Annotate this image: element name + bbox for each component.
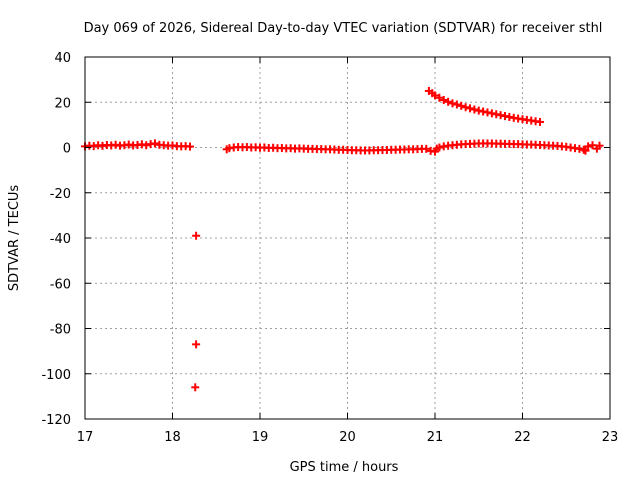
x-tick-label: 19	[252, 430, 269, 445]
data-points	[81, 86, 604, 392]
data-point	[192, 231, 201, 240]
data-point	[151, 139, 159, 148]
y-tick-label: 20	[54, 96, 71, 111]
data-point	[466, 104, 474, 113]
y-tick-label: -40	[50, 232, 71, 247]
x-tick-label: 20	[339, 430, 356, 445]
x-tick-label: 18	[164, 430, 181, 445]
y-tick-label: -80	[50, 323, 71, 338]
data-point	[422, 144, 431, 153]
data-point	[470, 105, 479, 114]
x-axis-ticks: 17 18 19 20 21 22 23	[77, 57, 619, 445]
data-point	[431, 91, 439, 100]
data-point	[439, 95, 448, 104]
y-axis-label: SDTVAR / TECUs	[7, 185, 22, 292]
data-point	[435, 143, 444, 152]
data-point	[581, 146, 590, 155]
data-point	[448, 99, 457, 108]
data-point	[584, 142, 593, 151]
data-point	[444, 97, 453, 106]
y-axis-ticks: 40 20 0 -20 -40 -60 -80 -100 -120	[41, 51, 610, 428]
data-point	[588, 141, 597, 150]
data-point	[461, 103, 470, 112]
chart-title: Day 069 of 2026, Sidereal Day-to-day VTE…	[84, 21, 603, 36]
data-point	[142, 141, 151, 150]
x-axis-label: GPS time / hours	[290, 460, 399, 475]
data-point	[435, 93, 444, 102]
y-tick-label: -60	[50, 277, 71, 292]
data-point	[457, 101, 466, 110]
y-tick-label: -100	[41, 368, 71, 383]
x-tick-label: 23	[602, 430, 619, 445]
x-tick-label: 21	[427, 430, 444, 445]
y-tick-label: -120	[41, 413, 71, 428]
x-tick-label: 17	[77, 430, 94, 445]
data-point	[536, 117, 544, 126]
data-point	[186, 142, 194, 151]
data-point	[191, 383, 200, 392]
data-point	[595, 141, 604, 150]
y-tick-label: 0	[63, 142, 71, 157]
data-point	[192, 340, 201, 349]
x-tick-label: 22	[514, 430, 531, 445]
y-tick-label: -20	[50, 187, 71, 202]
y-tick-label: 40	[54, 51, 71, 66]
data-point	[452, 100, 461, 109]
